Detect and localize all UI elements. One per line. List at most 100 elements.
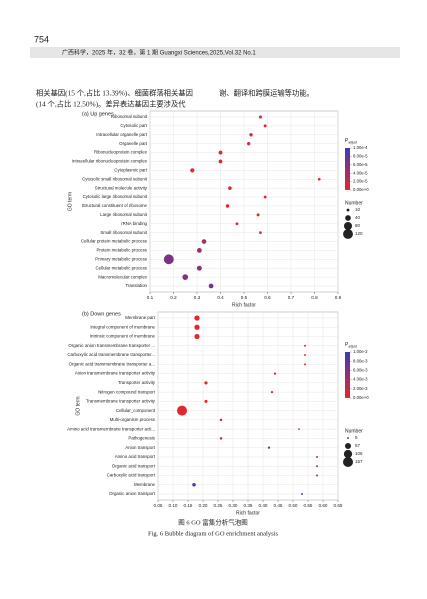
x-tick-label: 0.9 [335, 295, 342, 300]
size-legend-label: 106 [355, 451, 363, 456]
y-tick-label: Cytosolic large ribosomal subunit [83, 194, 148, 199]
size-legend-bubble [343, 221, 353, 231]
y-tick-label: Organic anion transport [109, 491, 156, 496]
y-tick-label: Integral component of membrane [90, 324, 155, 329]
color-legend-title: Padjust [345, 138, 357, 144]
y-axis-label: GO term [75, 396, 81, 415]
x-tick-label: 0.05 [154, 503, 163, 508]
y-tick-label: Large ribosomal subunit [100, 212, 148, 217]
colorbar-tick-label: 6.00e-3 [353, 368, 368, 373]
y-tick-label: Membrane part [125, 315, 156, 320]
y-tick-label: Amino acid transmembrane transporter act… [67, 426, 155, 431]
size-legend-title: Number [345, 428, 363, 434]
size-legend-bubble [342, 456, 354, 468]
y-tick-label: Structural constituent of ribosome [82, 203, 148, 208]
body-text: 谢、翻译和跨膜运输等功能。 [219, 89, 314, 98]
y-tick-label: Ribosomal subunit [111, 114, 148, 119]
size-legend-label: 5 [355, 435, 358, 440]
y-tick-label: Primary metabolic process [95, 256, 148, 261]
x-tick-label: 0.50 [289, 503, 298, 508]
x-tick-label: 0.15 [184, 503, 193, 508]
y-tick-label: Translation [125, 283, 147, 288]
bubble [316, 474, 318, 477]
bubble [196, 265, 202, 271]
size-legend-label: 157 [355, 459, 363, 464]
x-tick-label: 0.2 [170, 295, 177, 300]
body-text: 相关基因(15 个,占比 13.39%)、细菌群落相关基因 [36, 89, 193, 98]
y-tick-label: Macromolecular complex [98, 274, 148, 279]
bubble [247, 142, 251, 146]
x-tick-label: 0.5 [241, 295, 248, 300]
x-tick-label: 0.45 [274, 503, 283, 508]
y-axis-label: GO term [67, 192, 73, 211]
x-tick-label: 0.65 [334, 503, 343, 508]
bubble [228, 186, 232, 190]
bubble [317, 177, 321, 181]
x-tick-label: 0.4 [217, 295, 224, 300]
x-tick-label: 0.30 [229, 503, 238, 508]
bubble [219, 418, 223, 422]
size-legend-bubble [344, 442, 352, 450]
size-legend-label: 80 [355, 223, 361, 228]
size-legend-bubble [346, 208, 350, 212]
bubble [301, 493, 303, 495]
bubble [194, 324, 200, 330]
y-tick-label: Cellular protein metabolic process [81, 239, 148, 244]
y-tick-label: rRNA binding [121, 221, 147, 226]
x-tick-label: 0.20 [199, 503, 208, 508]
x-tick-label: 0.55 [304, 503, 313, 508]
body-text: (14 个,占比 12.50%)。差异表达基因主要涉及代 [36, 100, 186, 109]
size-legend-label: 57 [355, 443, 361, 448]
size-legend-bubble [343, 229, 353, 239]
header-band [30, 47, 400, 58]
bubble [218, 150, 223, 155]
color-legend-title-main: P [345, 138, 349, 144]
colorbar [345, 148, 350, 190]
y-tick-label: Cytosolic part [120, 123, 147, 128]
y-tick-label: Organic acid transmembrane transporter a… [69, 361, 155, 366]
bubble [249, 133, 253, 137]
bubble [194, 333, 200, 340]
bubble [163, 254, 174, 265]
size-legend-label: 10 [355, 207, 361, 212]
y-tick-label: Multi-organism process [110, 417, 156, 422]
bubble [235, 222, 239, 226]
y-tick-label: Intracellular ribonucleoprotein complex [72, 159, 148, 164]
bubble [225, 204, 230, 208]
x-tick-label: 0.8 [311, 295, 318, 300]
colorbar-tick-label: 0.00e+0 [353, 187, 369, 192]
colorbar [345, 352, 350, 398]
y-tick-label: Transporter activity [118, 380, 156, 385]
y-tick-label: Small ribosomal subunit [100, 230, 147, 235]
x-tick-label: 0.1 [147, 295, 154, 300]
y-tick-label: Pathogenesis [128, 436, 155, 441]
y-tick-label: Ribonucleoprotein complex [94, 150, 148, 155]
chart-title: (b) Down genes [82, 311, 121, 317]
colorbar-tick-label: 1.00e-4 [353, 145, 368, 150]
bubble [204, 399, 208, 403]
size-legend-label: 40 [355, 215, 361, 220]
size-legend-bubble [343, 449, 353, 459]
x-tick-label: 0.10 [169, 503, 178, 508]
bubble [219, 437, 223, 440]
page-number: 754 [34, 34, 49, 44]
caption-zh: 图 6 GO 富集分析气泡图 [178, 517, 248, 526]
colorbar-tick-label: 6.00e-5 [353, 162, 368, 167]
y-tick-label: Intracellular organelle part [96, 132, 148, 137]
x-tick-label: 0.35 [244, 503, 253, 508]
colorbar-tick-label: 4.00e-5 [353, 170, 368, 175]
y-tick-label: Organic acid transport [112, 463, 156, 468]
y-tick-label: Anion transmembrane transporter activity [75, 371, 156, 376]
bubble [196, 248, 202, 253]
color-legend-title: Padjust [345, 342, 357, 348]
color-legend-title-main: P [345, 342, 349, 348]
y-tick-label: Intrinsic component of membrane [90, 334, 156, 339]
y-tick-label: Amino acid transport [115, 454, 156, 459]
bubble [259, 231, 262, 234]
y-tick-label: Carboxylic acid transport [107, 473, 156, 478]
x-tick-label: 0.25 [214, 503, 223, 508]
y-tick-label: Anion transport [125, 445, 156, 450]
bubble [192, 482, 196, 487]
bubble [298, 428, 300, 431]
colorbar-tick-label: 4.00e-3 [353, 377, 368, 382]
